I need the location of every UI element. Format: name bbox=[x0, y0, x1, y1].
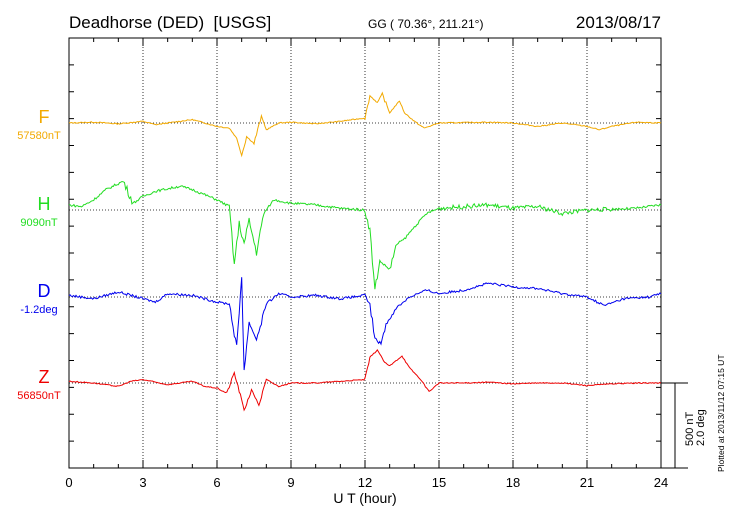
chart-date: 2013/08/17 bbox=[576, 13, 661, 32]
series-baseline-h: 9090nT bbox=[20, 217, 58, 229]
x-tick-label: 3 bbox=[139, 475, 146, 490]
series-name-z: Z bbox=[39, 367, 50, 387]
plot-frame bbox=[68, 37, 662, 469]
x-tick-label: 21 bbox=[580, 475, 594, 490]
x-tick-label: 0 bbox=[65, 475, 72, 490]
x-tick-label: 6 bbox=[213, 475, 220, 490]
station-coords: GG ( 70.36°, 211.21°) bbox=[368, 17, 483, 31]
x-axis-label: U T (hour) bbox=[333, 490, 396, 506]
scale-bar-deg: 2.0 deg bbox=[695, 409, 707, 446]
x-tick-label: 24 bbox=[654, 475, 668, 490]
trace-d bbox=[68, 277, 662, 371]
series-baseline-f: 57580nT bbox=[17, 130, 61, 142]
trace-h bbox=[69, 180, 662, 290]
plotted-at-footer: Plotted at 2013/11/12 07:15 UT bbox=[716, 354, 726, 472]
series-baseline-d: -1.2deg bbox=[20, 304, 57, 316]
x-tick-label: 18 bbox=[506, 475, 520, 490]
series-name-d: D bbox=[38, 281, 51, 301]
series-baseline-z: 56850nT bbox=[17, 390, 61, 402]
x-tick-label: 9 bbox=[287, 475, 294, 490]
trace-f bbox=[68, 91, 662, 158]
x-tick-label: 15 bbox=[432, 475, 446, 490]
scale-bar-nt: 500 nT bbox=[684, 411, 696, 446]
trace-z bbox=[68, 349, 662, 412]
series-name-h: H bbox=[38, 194, 51, 214]
scale-bar: 500 nT 2.0 deg bbox=[661, 382, 707, 469]
chart-title: Deadhorse (DED) [USGS] bbox=[69, 13, 271, 32]
x-tick-label: 12 bbox=[358, 475, 372, 490]
series-name-f: F bbox=[39, 107, 50, 127]
